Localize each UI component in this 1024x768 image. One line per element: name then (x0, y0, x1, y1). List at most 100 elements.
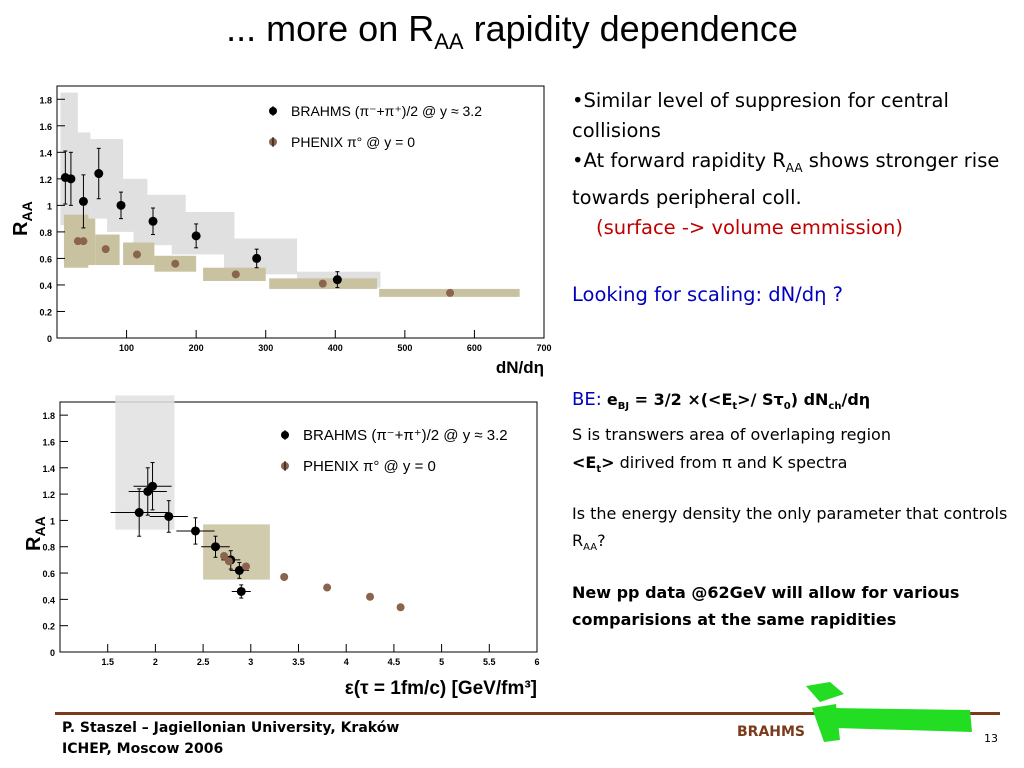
brahms-point (148, 216, 158, 226)
x-tick-label: 2.5 (197, 657, 210, 667)
y-tick-label: 0.4 (39, 281, 52, 291)
chart-top: 0 0.2 0.4 0.6 0.8 1 1.2 1.4 1.6 1.8 100 200 300 400 50… (10, 85, 552, 377)
x-tick-label: 600 (467, 343, 482, 353)
brahms-point (116, 200, 126, 210)
y-tick-label: 1 (50, 516, 55, 526)
brahms-point (236, 586, 246, 596)
page-number: 13 (984, 732, 998, 745)
y-tick-label: 0.8 (42, 543, 55, 553)
brahms-point (332, 275, 342, 285)
brahms-logo-icon (806, 682, 972, 742)
bullet-1: •Similar level of suppresion for central… (572, 89, 949, 142)
phenix-point (171, 259, 180, 268)
x-tick-label: 700 (536, 343, 551, 353)
slide-title: ... more on RAA rapidity dependence (0, 8, 1024, 55)
plot-frame (56, 85, 545, 339)
be-line-2: S is transwers area of overlaping region (572, 425, 891, 445)
systematic-band (60, 92, 73, 226)
brahms-point (164, 511, 174, 521)
legend-label-brahms: BRAHMS (π⁻+π⁺)/2 @ y ≈ 3.2 (291, 103, 482, 119)
x-tick-label: 500 (397, 343, 412, 353)
x-tick-label: 5 (439, 657, 444, 667)
x-axis-label: dN/dη (496, 358, 544, 377)
y-tick-label: 0.4 (42, 595, 55, 605)
x-tick-label: 100 (119, 343, 134, 353)
brahms-point (190, 526, 200, 536)
legend-label-phenix: PHENIX π° @ y = 0 (291, 134, 415, 150)
x-tick-label: 6 (534, 657, 539, 667)
y-tick-label: 1.8 (39, 95, 52, 105)
bullet-list: •Similar level of suppresion for central… (572, 86, 1012, 243)
x-tick-label: 2 (153, 657, 158, 667)
chart-bottom: 0 0.2 0.4 0.6 0.8 1 1.2 1.4 1.6 1.8 1.5 2 2.5 3 3.5 4 4.… (23, 395, 540, 699)
y-tick-label: 1.6 (39, 122, 52, 132)
phenix-point (323, 583, 332, 592)
title-subscript: AA (434, 29, 464, 55)
x-tick-label: 400 (328, 343, 343, 353)
energy-density-question: Is the energy density the only parameter… (572, 504, 1008, 554)
scaling-question: Looking for scaling: dN/dη ? (572, 283, 844, 306)
x-tick-label: 4 (344, 657, 349, 667)
systematic-band (115, 499, 175, 530)
y-tick-label: 1.2 (42, 490, 55, 500)
x-tick-label: 3 (248, 657, 253, 667)
phenix-point (280, 573, 289, 581)
phenix-point (231, 270, 240, 279)
brahms-point (191, 231, 201, 241)
bullet-3-note: (surface -> volume emmission) (596, 215, 903, 239)
brahms-point (134, 508, 144, 518)
footer-line-1: P. Staszel – Jagiellonian University, Kr… (62, 720, 400, 736)
phenix-point (133, 250, 142, 259)
x-axis-label: ε(τ = 1fm/c) [GeV/fm³] (345, 678, 537, 699)
x-tick-label: 3.5 (292, 657, 305, 667)
y-axis-label: RAA (23, 516, 48, 551)
y-tick-label: 0.6 (42, 569, 55, 579)
y-tick-label: 0.2 (39, 307, 52, 317)
y-tick-label: 1 (47, 201, 52, 211)
x-tick-label: 200 (189, 343, 204, 353)
y-tick-label: 1.2 (39, 175, 52, 185)
systematic-band (67, 92, 78, 226)
y-tick-label: 0.8 (39, 228, 52, 238)
footer-divider (55, 712, 1000, 715)
legend-label-phenix: PHENIX π° @ y = 0 (303, 458, 436, 475)
bullet-2: •At forward rapidity RAA shows stronger … (572, 149, 1000, 209)
y-tick-label: 0 (47, 334, 52, 344)
title-suffix: rapidity dependence (463, 8, 798, 49)
brahms-label: BRAHMS (737, 724, 806, 740)
brahms-point (66, 174, 76, 184)
y-tick-label: 1.4 (42, 464, 55, 474)
footer-author: P. Staszel – Jagiellonian University, Kr… (62, 718, 399, 760)
y-tick-label: 1.4 (39, 148, 52, 158)
phenix-point (73, 237, 82, 246)
phenix-point (366, 592, 375, 601)
legend-label-brahms: BRAHMS (π⁻+π⁺)/2 @ y ≈ 3.2 (303, 427, 508, 444)
brahms-point (148, 481, 158, 491)
y-tick-label: 1.6 (42, 437, 55, 447)
phenix-point (396, 603, 405, 612)
x-tick-label: 300 (258, 343, 273, 353)
footer-line-2: ICHEP, Moscow 2006 (62, 741, 224, 757)
phenix-point (224, 557, 233, 566)
be-formula: BE: eBJ = 3/2 ×(<Et>/ Sτ0) dNch/dη (572, 389, 871, 413)
x-tick-label: 1.5 (101, 657, 114, 667)
title-prefix: ... more on R (226, 8, 435, 49)
x-tick-label: 4.5 (388, 657, 401, 667)
phenix-point (79, 237, 88, 246)
be-block: BE: eBJ = 3/2 ×(<Et>/ Sτ0) dNch/dη S is … (572, 386, 1012, 484)
y-tick-label: 0.2 (42, 622, 55, 632)
brahms-point (211, 542, 221, 552)
new-pp-data-note: New pp data @62GeV will allow for variou… (572, 583, 960, 629)
y-tick-label: 0 (50, 648, 55, 658)
y-tick-label: 0.6 (39, 254, 52, 264)
phenix-point (101, 245, 110, 254)
phenix-point (318, 279, 327, 288)
y-tick-label: 1.8 (42, 411, 55, 421)
phenix-point (242, 562, 251, 571)
phenix-point (220, 551, 229, 560)
brahms-point (78, 196, 88, 206)
be-line-3: <Et> dirived from π and K spectra (572, 453, 848, 476)
y-axis-label: RAA (10, 201, 35, 236)
brahms-point (94, 169, 104, 179)
brahms-point (234, 565, 244, 575)
